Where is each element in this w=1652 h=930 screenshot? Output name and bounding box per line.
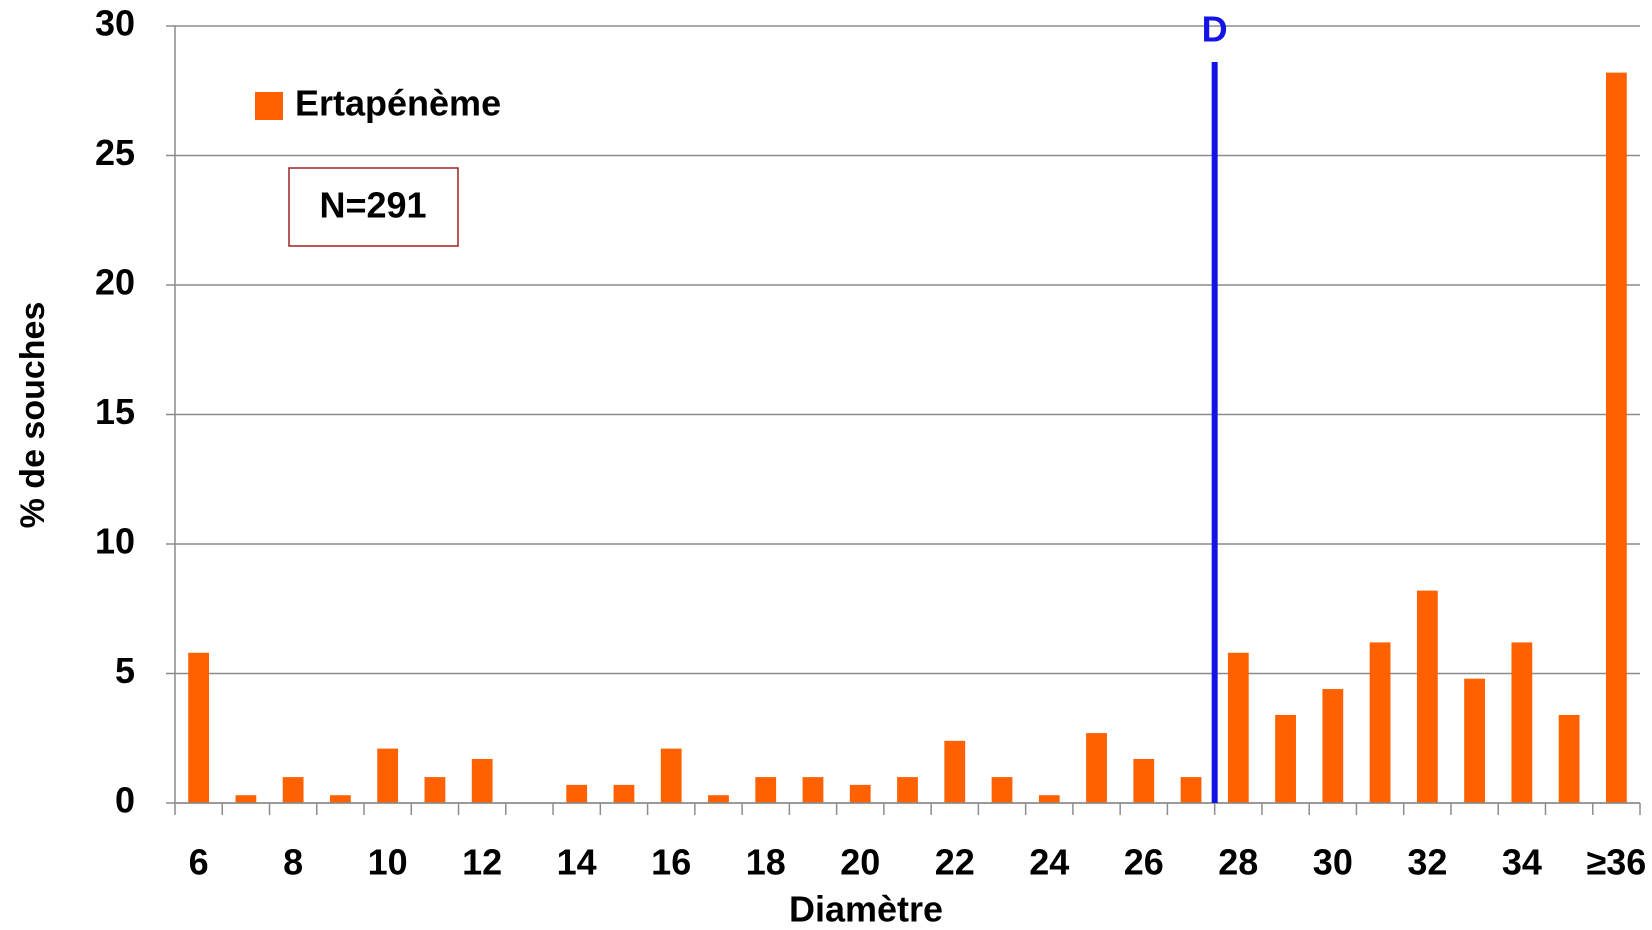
bar [1558, 714, 1580, 803]
y-tick-label: 30 [95, 3, 135, 44]
bar [1227, 652, 1249, 803]
x-tick-label: 30 [1313, 842, 1353, 883]
x-tick-label: 32 [1407, 842, 1447, 883]
bar [755, 777, 777, 803]
y-tick-label: 0 [115, 780, 135, 821]
bar [471, 758, 493, 803]
bar [897, 777, 918, 803]
annotation: N=291 [319, 185, 426, 226]
y-axis-title: % de souches [14, 302, 52, 529]
bar [1605, 72, 1627, 804]
x-tick-label: 6 [189, 842, 209, 883]
x-tick-label: 26 [1124, 842, 1164, 883]
legend-swatch [255, 92, 283, 120]
bar [1038, 795, 1060, 803]
y-tick-label: 5 [115, 650, 135, 691]
x-tick-label: 20 [840, 842, 880, 883]
y-tick-label: 15 [95, 391, 135, 432]
bar [1416, 590, 1438, 803]
x-tick-label: 10 [368, 842, 408, 883]
bar [282, 777, 304, 803]
bar [708, 795, 729, 803]
bar [377, 748, 399, 803]
bar [1180, 777, 1202, 803]
bar [1133, 758, 1155, 803]
annotation-box [288, 167, 459, 247]
bar [613, 784, 635, 803]
y-tick-label: 25 [95, 132, 135, 173]
bar [1322, 689, 1344, 803]
bar [235, 795, 257, 803]
x-tick-label: 12 [462, 842, 502, 883]
y-tick-label: 20 [95, 262, 135, 303]
bar [991, 777, 1013, 803]
bar [802, 777, 824, 803]
x-tick-label: ≥36 [1586, 842, 1646, 883]
x-tick-label: 22 [935, 842, 975, 883]
legend-label: Ertapénème [295, 83, 501, 124]
x-tick-label: 16 [651, 842, 691, 883]
x-tick-label: 28 [1218, 842, 1258, 883]
bar [566, 784, 588, 803]
y-tick-label: 10 [95, 521, 135, 562]
bar [188, 652, 210, 803]
reference-label: D [1202, 9, 1228, 50]
bar [424, 777, 446, 803]
bar [1275, 714, 1296, 803]
bar [944, 740, 966, 803]
bar [1369, 642, 1391, 803]
x-tick-label: 18 [746, 842, 786, 883]
x-tick-label: 14 [557, 842, 597, 883]
bar [1511, 642, 1533, 803]
bar [660, 748, 682, 803]
bar [330, 795, 351, 803]
x-tick-label: 24 [1029, 842, 1069, 883]
x-tick-label: 34 [1502, 842, 1542, 883]
bar [1464, 678, 1485, 803]
x-tick-label: 8 [283, 842, 303, 883]
x-axis-title: Diamètre [789, 889, 943, 930]
bar [849, 784, 871, 803]
bar [1086, 733, 1107, 803]
